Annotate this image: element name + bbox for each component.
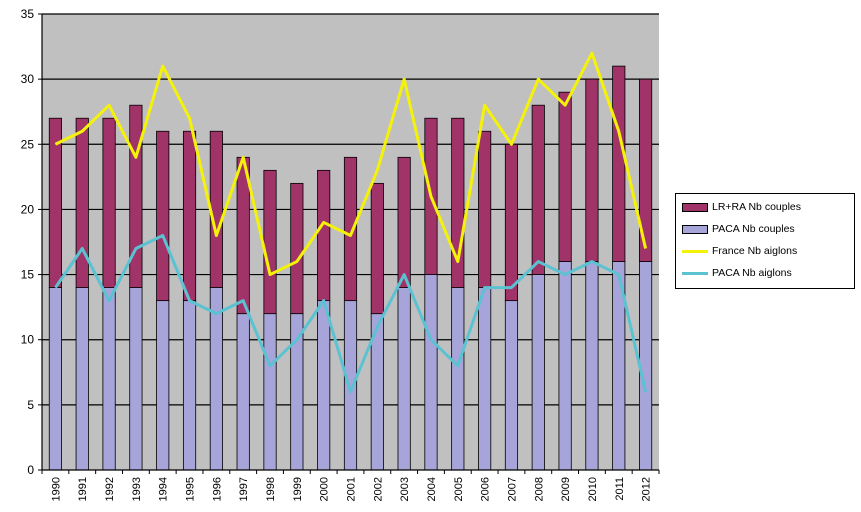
x-tick-label: 2012 xyxy=(641,477,653,501)
line-france-nb-aiglons xyxy=(54,51,648,277)
x-tick-label: 1990 xyxy=(50,477,62,501)
bar-lr-ra-nb-couples-1996 xyxy=(209,130,223,288)
y-tick-label: 10 xyxy=(21,333,35,347)
legend-item-paca-couples: PACA Nb couples xyxy=(682,218,848,240)
legend: LR+RA Nb couples PACA Nb couples France … xyxy=(675,193,855,289)
y-tick-label: 5 xyxy=(27,398,34,412)
legend-swatch xyxy=(682,202,708,212)
bar-paca-nb-couples-2009 xyxy=(558,261,572,471)
legend-label: PACA Nb aiglons xyxy=(712,267,792,279)
bar-paca-nb-couples-2004 xyxy=(424,274,438,471)
legend-item-france-aiglons: France Nb aiglons xyxy=(682,240,848,262)
bar-paca-nb-couples-2008 xyxy=(531,274,545,471)
x-tick-label: 2001 xyxy=(346,477,358,501)
x-tick-label: 2008 xyxy=(533,477,545,501)
bar-paca-nb-couples-1998 xyxy=(263,313,277,471)
y-tick-label: 20 xyxy=(21,202,35,216)
y-tick-labels: 0 5 10 15 20 25 30 35 xyxy=(21,7,35,477)
x-tick-label: 1992 xyxy=(104,477,116,501)
legend-swatch xyxy=(682,224,708,234)
bar-lr-ra-nb-couples-2006 xyxy=(478,130,492,288)
bar-lr-ra-nb-couples-1999 xyxy=(290,182,304,315)
bar-lr-ra-nb-couples-2001 xyxy=(343,156,358,302)
legend-label: France Nb aiglons xyxy=(712,245,798,257)
bar-paca-nb-couples-1990 xyxy=(48,287,62,471)
x-tick-labels: 1990 1991 1992 1993 1994 1995 1996 1997 1998 1999… xyxy=(50,477,652,501)
bar-lr-ra-nb-couples-1992 xyxy=(102,117,116,288)
x-tick-label: 2006 xyxy=(480,477,492,501)
bar-paca-nb-couples-1997 xyxy=(236,313,250,471)
bar-lr-ra-nb-couples-1990 xyxy=(48,117,62,288)
bar-lr-ra-nb-couples-2002 xyxy=(370,182,384,315)
bar-paca-nb-couples-2000 xyxy=(317,300,331,471)
x-tick-label: 2010 xyxy=(587,477,599,501)
legend-label: LR+RA Nb couples xyxy=(712,201,802,213)
x-tick-label: 2004 xyxy=(426,477,438,501)
x-tick-label: 1997 xyxy=(238,477,250,501)
series-lines xyxy=(54,51,648,394)
bar-paca-nb-couples-2012 xyxy=(639,261,653,471)
axes xyxy=(38,13,660,474)
bar-lr-ra-nb-couples-1995 xyxy=(182,130,197,302)
bar-lr-ra-nb-couples-1998 xyxy=(263,169,277,315)
bar-paca-nb-couples-2010 xyxy=(585,261,599,471)
x-tick-label: 2005 xyxy=(453,477,465,501)
bar-paca-nb-couples-2006 xyxy=(478,287,492,471)
bar-paca-nb-couples-1993 xyxy=(129,287,143,471)
y-tick-label: 25 xyxy=(21,137,35,151)
bar-lr-ra-nb-couples-1991 xyxy=(75,117,89,288)
y-tick-label: 15 xyxy=(21,268,35,282)
x-tick-label: 1993 xyxy=(131,477,143,501)
legend-item-lr-ra-couples: LR+RA Nb couples xyxy=(682,196,848,218)
x-tick-label: 2000 xyxy=(319,477,331,501)
y-tick-label: 30 xyxy=(21,72,35,86)
bar-paca-nb-couples-1991 xyxy=(75,287,89,471)
x-tick-label: 1991 xyxy=(77,477,89,501)
x-tick-label: 1998 xyxy=(265,477,277,501)
bar-paca-nb-couples-2003 xyxy=(397,287,411,471)
bars xyxy=(48,65,653,471)
bar-lr-ra-nb-couples-2011 xyxy=(612,65,626,262)
x-tick-label: 1996 xyxy=(211,477,223,501)
bar-lr-ra-nb-couples-2003 xyxy=(397,156,411,289)
bar-paca-nb-couples-2005 xyxy=(451,287,465,471)
bar-paca-nb-couples-2001 xyxy=(343,300,358,471)
y-tick-label: 0 xyxy=(27,463,34,477)
bar-paca-nb-couples-1995 xyxy=(182,300,197,471)
bar-lr-ra-nb-couples-1994 xyxy=(156,130,170,302)
x-tick-label: 1999 xyxy=(292,477,304,501)
legend-label: PACA Nb couples xyxy=(712,223,795,235)
bar-lr-ra-nb-couples-2009 xyxy=(558,91,572,262)
bar-lr-ra-nb-couples-2008 xyxy=(531,104,545,275)
bar-paca-nb-couples-1992 xyxy=(102,287,116,471)
bar-lr-ra-nb-couples-1993 xyxy=(129,104,143,288)
bar-lr-ra-nb-couples-2012 xyxy=(639,78,653,262)
line-paca-nb-aiglons xyxy=(54,233,648,394)
x-tick-label: 2002 xyxy=(372,477,384,501)
y-tick-label: 35 xyxy=(21,7,35,21)
x-tick-label: 2011 xyxy=(614,477,626,501)
legend-item-paca-aiglons: PACA Nb aiglons xyxy=(682,262,848,284)
x-tick-label: 1994 xyxy=(158,477,170,501)
bar-paca-nb-couples-1994 xyxy=(156,300,170,471)
bar-lr-ra-nb-couples-2010 xyxy=(585,78,599,262)
bar-lr-ra-nb-couples-2007 xyxy=(504,143,519,302)
legend-swatch xyxy=(682,271,708,275)
x-tick-label: 2003 xyxy=(399,477,411,501)
x-tick-label: 1995 xyxy=(185,477,197,501)
x-tick-label: 2009 xyxy=(560,477,572,501)
x-tick-label: 2007 xyxy=(506,477,518,501)
bar-lr-ra-nb-couples-2000 xyxy=(317,169,331,302)
legend-swatch xyxy=(682,249,708,253)
bar-paca-nb-couples-2007 xyxy=(504,300,519,471)
